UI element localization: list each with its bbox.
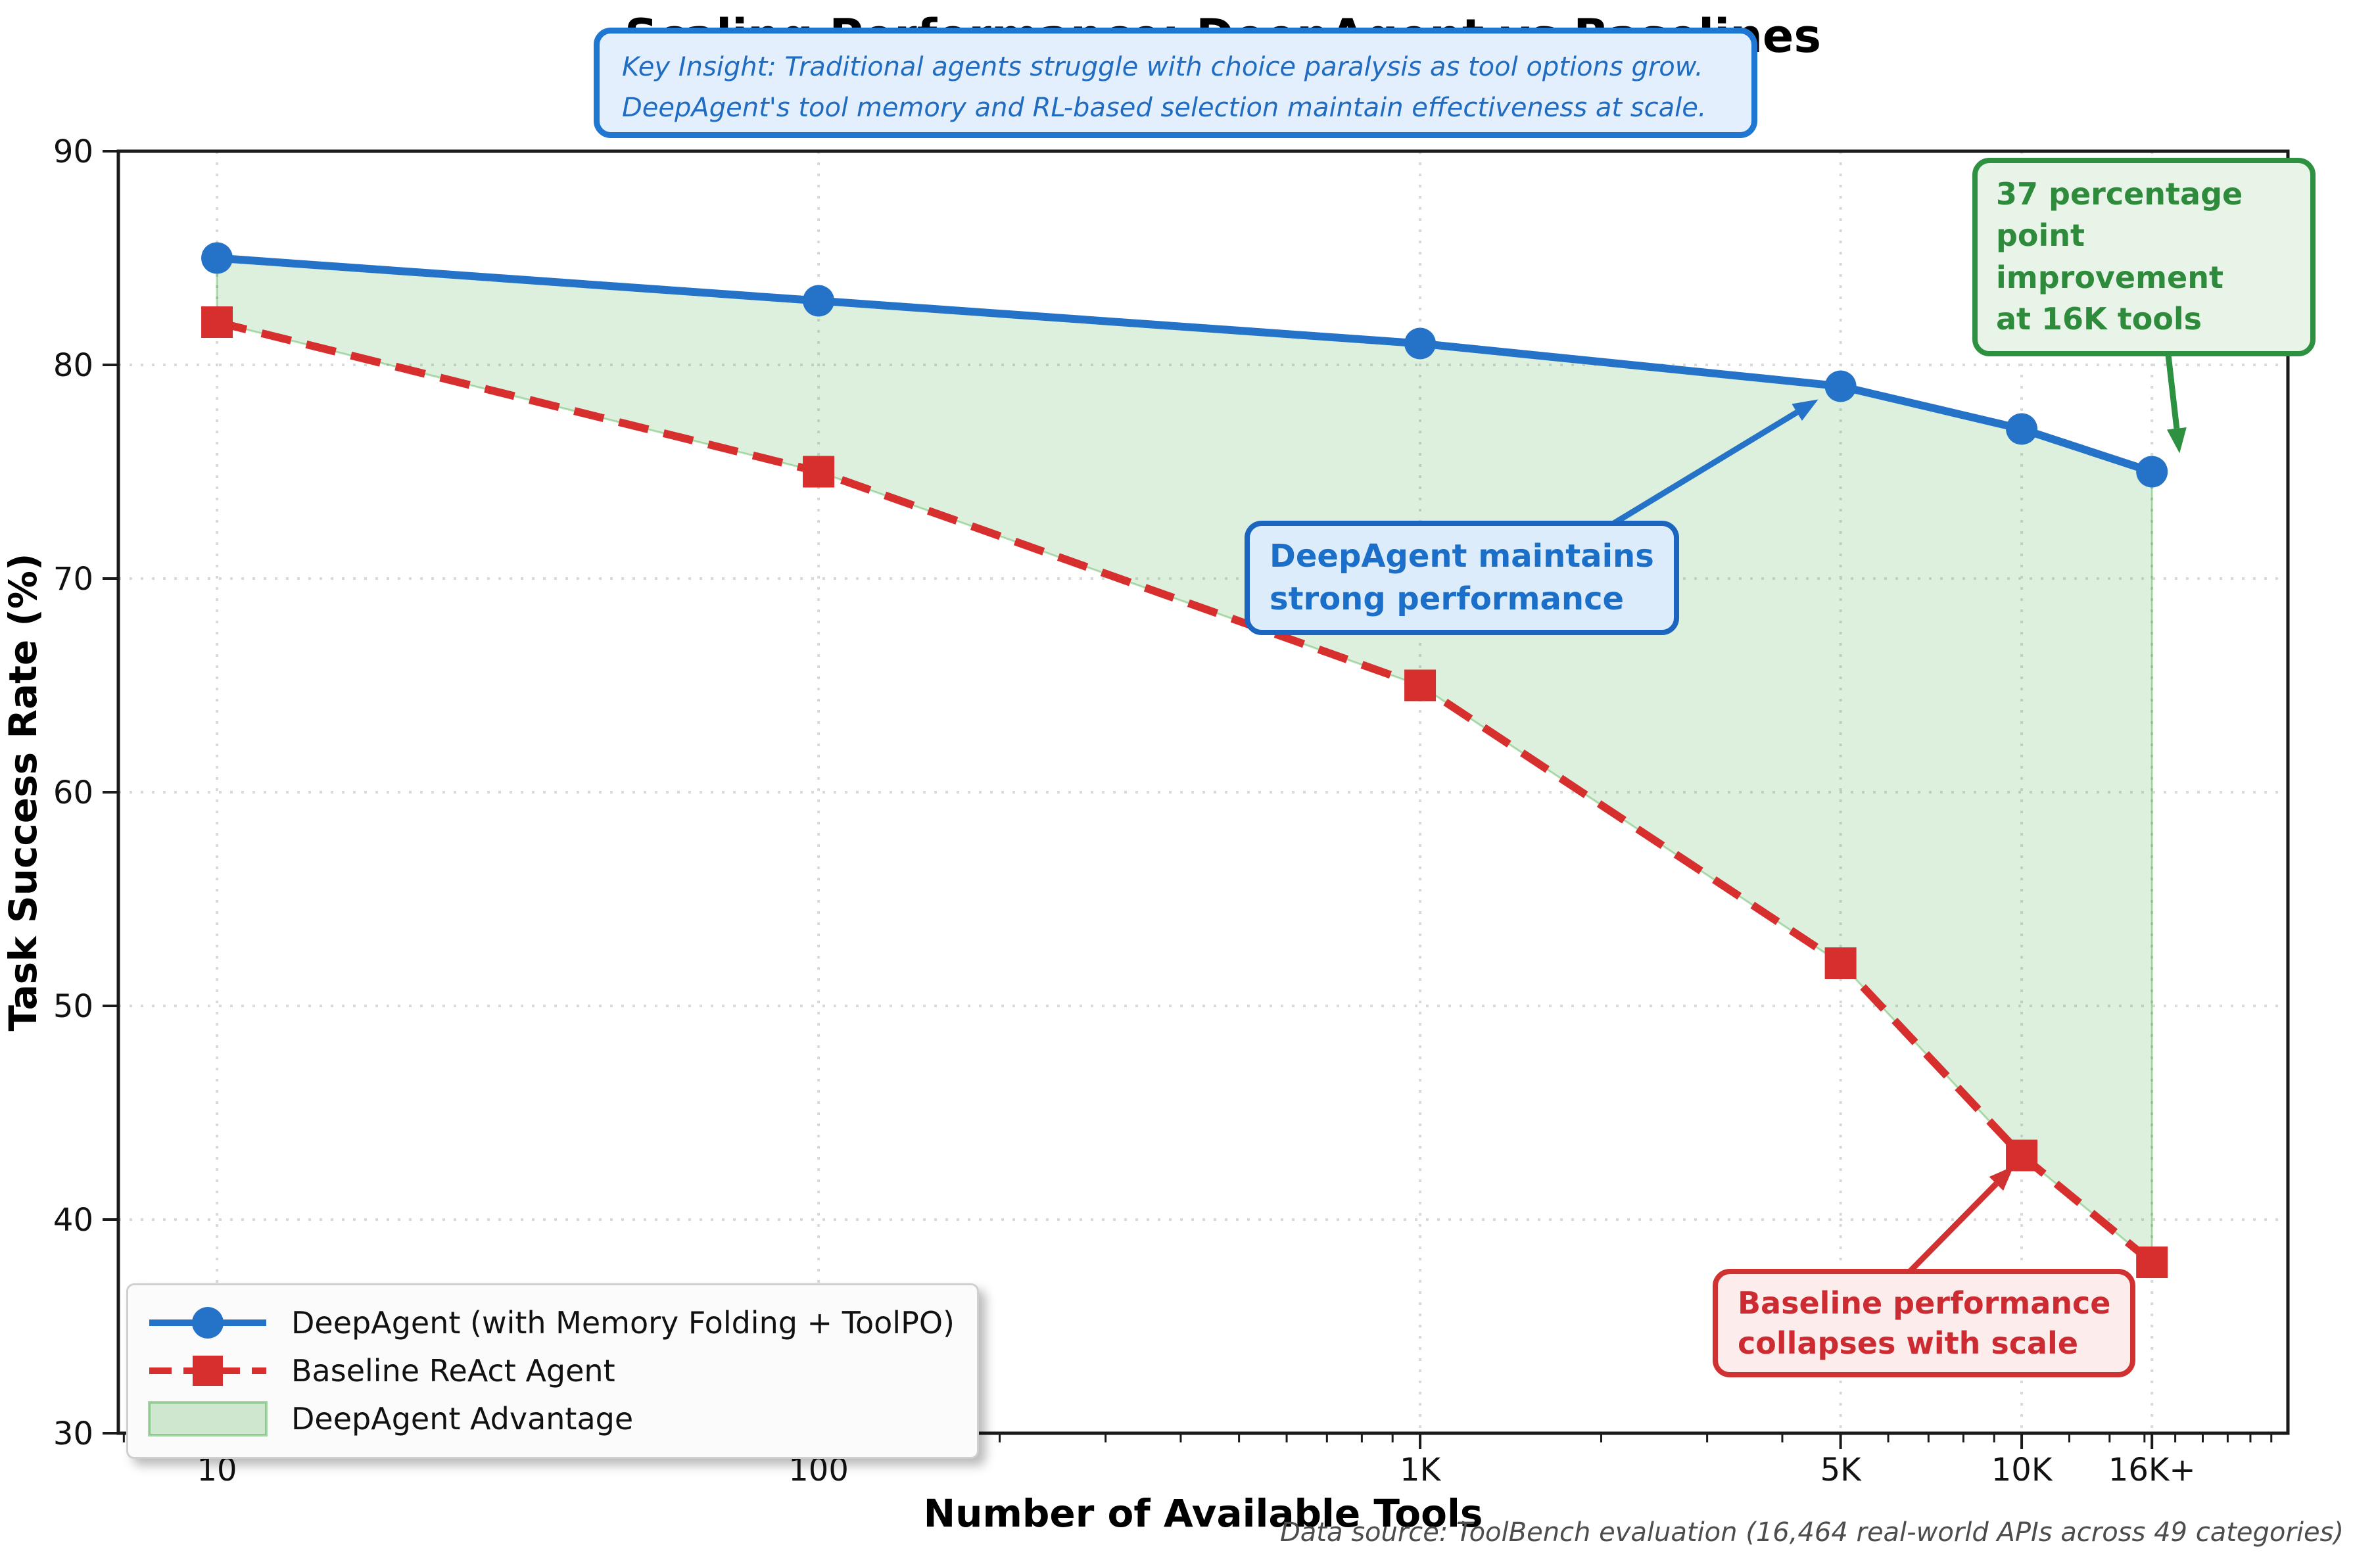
legend-item-label: DeepAgent Advantage: [291, 1400, 634, 1437]
y-tick-label: 30: [53, 1415, 93, 1452]
deepagent-line2: strong performance: [1270, 580, 1625, 617]
x-axis-label: Number of Available Tools: [924, 1491, 1483, 1536]
x-tick-label: 5K: [1820, 1452, 1863, 1488]
baseline-annotation: Baseline performance collapses with scal…: [1713, 1269, 2136, 1378]
deepagent-annotation-arrow: [1607, 410, 1799, 529]
y-tick-label: 50: [53, 988, 93, 1025]
advantage-legend-marker: [148, 1400, 268, 1437]
legend-item: DeepAgent Advantage: [145, 1394, 955, 1442]
baseline-point: [1404, 669, 1437, 701]
x-tick-label: 1K: [1400, 1452, 1442, 1488]
improvement-line3: at 16K tools: [1996, 301, 2202, 337]
y-tick-label: 40: [53, 1202, 93, 1239]
y-tick-label: 60: [53, 774, 93, 811]
y-tick-label: 90: [53, 133, 93, 170]
legend: DeepAgent (with Memory Folding + ToolPO)…: [126, 1283, 979, 1459]
deepagent-point: [1824, 370, 1857, 402]
deepagent-line1: DeepAgent maintains: [1270, 538, 1654, 575]
key-insight-line2: DeepAgent's tool memory and RL-based sel…: [622, 93, 1707, 123]
baseline-line-series: [216, 318, 2154, 1266]
legend-item: Baseline ReAct Agent: [145, 1346, 955, 1394]
deepagent-point: [2136, 456, 2168, 488]
deepagent-line-series: [216, 254, 2154, 476]
baseline-point: [2006, 1139, 2038, 1172]
legend-item: DeepAgent (with Memory Folding + ToolPO): [145, 1298, 955, 1346]
baseline-point: [201, 306, 233, 338]
improvement-line2: point improvement: [1996, 218, 2223, 295]
baseline-line1: Baseline performance: [1738, 1285, 2111, 1321]
baseline-point: [1824, 947, 1857, 979]
deepagent-point: [1404, 327, 1437, 360]
advantage-area: [216, 256, 2153, 1265]
deepagent-legend-marker: [149, 1306, 266, 1339]
y-tick-label: 70: [53, 561, 93, 598]
legend-item-label: DeepAgent (with Memory Folding + ToolPO): [291, 1304, 955, 1341]
improvement-line1: 37 percentage: [1996, 176, 2243, 212]
y-axis-label: Task Success Rate (%): [1, 553, 45, 1031]
x-tick-label: 16K+: [2108, 1452, 2196, 1488]
y-tick-label: 80: [53, 347, 93, 384]
key-insight-note: Key Insight: Traditional agents struggle…: [594, 28, 1757, 138]
baseline-point: [803, 456, 835, 488]
improvement-annotation: 37 percentage point improvement at 16K t…: [1972, 158, 2316, 356]
deepagent-point: [2006, 413, 2038, 445]
deepagent-annotation: DeepAgent maintains strong performance: [1245, 521, 1679, 635]
deepagent-annotation-arrow-head: [1792, 399, 1818, 421]
x-tick-label: 10K: [1991, 1452, 2053, 1488]
legend-item-label: Baseline ReAct Agent: [291, 1352, 615, 1389]
baseline-annotation-arrow-head: [1989, 1166, 2014, 1191]
improvement-annotation-arrow-head: [2166, 427, 2187, 454]
baseline-annotation-arrow: [1901, 1181, 1999, 1281]
deepagent-point: [803, 285, 835, 317]
baseline-line2: collapses with scale: [1738, 1325, 2079, 1361]
deepagent-point: [201, 242, 233, 274]
key-insight-line1: Key Insight: Traditional agents struggle…: [622, 52, 1703, 82]
baseline-legend-marker: [149, 1355, 266, 1386]
baseline-point: [2136, 1247, 2168, 1278]
data-source-note: Data source: ToolBench evaluation (16,46…: [1279, 1517, 2344, 1548]
